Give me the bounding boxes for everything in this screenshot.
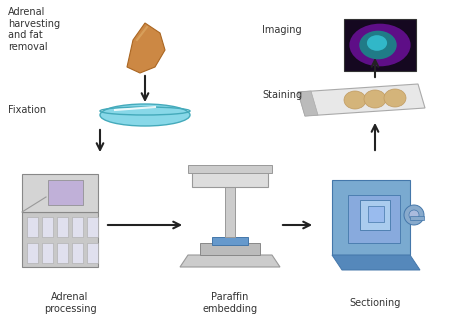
FancyBboxPatch shape [192,169,268,187]
FancyBboxPatch shape [42,243,53,263]
Polygon shape [127,23,165,73]
FancyBboxPatch shape [27,243,38,263]
Text: Paraffin
embedding: Paraffin embedding [202,292,257,314]
Circle shape [409,210,419,220]
Text: Adrenal
harvesting
and fat
removal: Adrenal harvesting and fat removal [8,7,60,52]
FancyBboxPatch shape [200,243,260,255]
Ellipse shape [344,91,366,109]
Ellipse shape [100,104,190,126]
FancyBboxPatch shape [344,19,416,71]
Polygon shape [298,91,318,116]
Text: Imaging: Imaging [262,25,301,35]
Polygon shape [332,255,420,270]
FancyBboxPatch shape [348,195,400,243]
FancyBboxPatch shape [410,216,424,220]
FancyBboxPatch shape [42,217,53,237]
FancyBboxPatch shape [22,174,98,212]
FancyBboxPatch shape [57,243,68,263]
Ellipse shape [349,24,410,66]
FancyBboxPatch shape [22,212,98,267]
FancyBboxPatch shape [212,237,248,245]
FancyBboxPatch shape [87,217,98,237]
FancyBboxPatch shape [57,217,68,237]
Ellipse shape [367,35,387,51]
FancyBboxPatch shape [360,200,390,230]
FancyBboxPatch shape [48,180,83,205]
Polygon shape [180,255,280,267]
FancyBboxPatch shape [188,165,272,173]
FancyBboxPatch shape [225,187,235,237]
Text: Staining: Staining [262,90,302,100]
FancyBboxPatch shape [27,217,38,237]
Text: Fixation: Fixation [8,105,46,115]
FancyBboxPatch shape [72,243,83,263]
FancyBboxPatch shape [332,180,410,255]
Ellipse shape [359,31,397,59]
Text: Adrenal
processing: Adrenal processing [44,292,96,314]
Circle shape [404,205,424,225]
FancyBboxPatch shape [87,243,98,263]
Ellipse shape [364,90,386,108]
Polygon shape [298,84,425,116]
FancyBboxPatch shape [368,206,384,222]
Ellipse shape [384,89,406,107]
Text: Sectioning: Sectioning [349,298,401,308]
FancyBboxPatch shape [72,217,83,237]
